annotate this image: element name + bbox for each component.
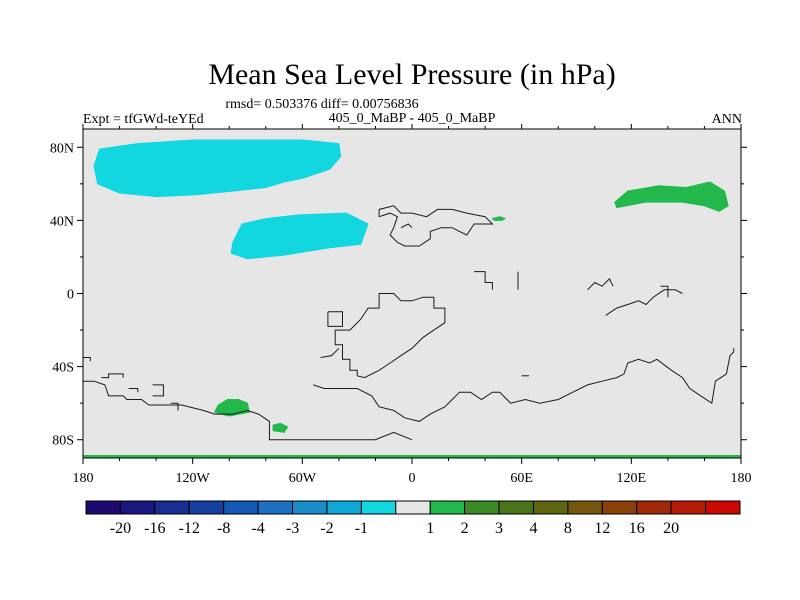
colorbar-swatch <box>498 500 534 515</box>
y-tick-label: 0 <box>67 288 74 303</box>
experiment-label: Expt = tfGWd-teYEd <box>83 112 204 127</box>
colorbar-swatch <box>119 500 156 515</box>
colorbar-swatch <box>223 500 259 515</box>
colorbar-label: 12 <box>594 520 610 537</box>
colorbar-swatch <box>705 500 741 515</box>
x-tick-label: 120W <box>176 471 211 486</box>
colorbar-swatch <box>360 500 397 515</box>
colorbar-swatch <box>395 500 431 515</box>
colorbar-label: -16 <box>144 520 165 537</box>
colorbar-label: 16 <box>629 520 645 537</box>
colorbar: -20 -16 -12 -8 -4 -3 -2 -1 1 2 3 4 8 12 16 20 <box>85 500 741 537</box>
region-arctic-atlantic-low <box>93 139 342 198</box>
coastline-segment <box>152 384 164 397</box>
colorbar-swatch <box>188 500 225 515</box>
colorbar-label: 4 <box>529 520 537 537</box>
colorbar-label: 3 <box>495 520 503 537</box>
coastline-segment <box>83 357 91 362</box>
coastline-segment <box>101 373 124 379</box>
y-tick-label: 40N <box>50 214 74 229</box>
x-tick-label: 120E <box>617 471 647 486</box>
coastline-segment <box>587 278 614 291</box>
coastline-segment <box>83 380 413 441</box>
coastline-segment <box>378 205 494 247</box>
colorbar-label: 8 <box>564 520 572 537</box>
coastline-segment <box>327 311 343 327</box>
colorbar-swatch <box>85 500 121 515</box>
colorbar-swatch <box>257 500 294 515</box>
colorbar-swatch <box>429 500 466 515</box>
y-tick-label: 80S <box>52 434 74 449</box>
y-tick-label: 80N <box>50 141 74 156</box>
south-pole-band <box>83 455 741 458</box>
case-label: 405_0_MaBP - 405_0_MaBP <box>329 111 496 126</box>
region-north-atlantic-low <box>230 212 369 260</box>
colorbar-label: -8 <box>217 520 230 537</box>
colorbar-label: -12 <box>179 520 200 537</box>
coastline-segment <box>313 348 735 422</box>
colorbar-swatch <box>670 500 707 515</box>
region-siberian-high <box>614 181 729 212</box>
contour-regions <box>93 139 729 433</box>
colorbar-swatch <box>464 500 500 515</box>
colorbar-label: -4 <box>251 520 264 537</box>
colorbar-label: -2 <box>320 520 333 537</box>
coastline-segment <box>660 285 669 298</box>
axis-ticks: 180 120W 60W 0 60E 120E 180 80N 40N 0 40S 80S <box>50 124 752 486</box>
chart-title: Mean Sea Level Pressure (in hPa) <box>208 58 615 91</box>
colorbar-swatch <box>636 500 672 515</box>
colorbar-label: 20 <box>663 520 679 537</box>
colorbar-label: 1 <box>426 520 434 537</box>
coastline-segment <box>474 271 493 290</box>
colorbar-swatch <box>292 500 328 515</box>
coastlines <box>83 205 735 441</box>
colorbar-label: 2 <box>461 520 469 537</box>
x-tick-label: 180 <box>731 471 752 486</box>
y-tick-label: 40S <box>52 361 74 376</box>
x-tick-label: 60E <box>510 471 533 486</box>
coastline-segment <box>334 293 446 379</box>
region-mideast-speck <box>491 216 506 221</box>
colorbar-label: -1 <box>355 520 368 537</box>
coastline-segment <box>605 289 683 316</box>
coastline-segment <box>400 223 413 229</box>
season-label: ANN <box>712 112 742 127</box>
stats-line: rmsd= 0.503376 diff= 0.00756836 <box>225 97 418 112</box>
x-tick-label: 60W <box>289 471 317 486</box>
x-tick-label: 180 <box>73 471 94 486</box>
region-antarctic-speck <box>272 422 289 433</box>
colorbar-swatch <box>326 500 362 515</box>
coastline-segment <box>170 402 179 411</box>
colorbar-swatch <box>532 500 569 515</box>
colorbar-label: -20 <box>110 520 131 537</box>
colorbar-swatch <box>601 500 638 515</box>
x-tick-label: 0 <box>409 471 416 486</box>
colorbar-label: -3 <box>286 520 299 537</box>
coastline-segment <box>320 347 340 358</box>
colorbar-swatch <box>154 500 190 515</box>
colorbar-swatch <box>567 500 603 515</box>
coastline-segment <box>128 388 139 393</box>
